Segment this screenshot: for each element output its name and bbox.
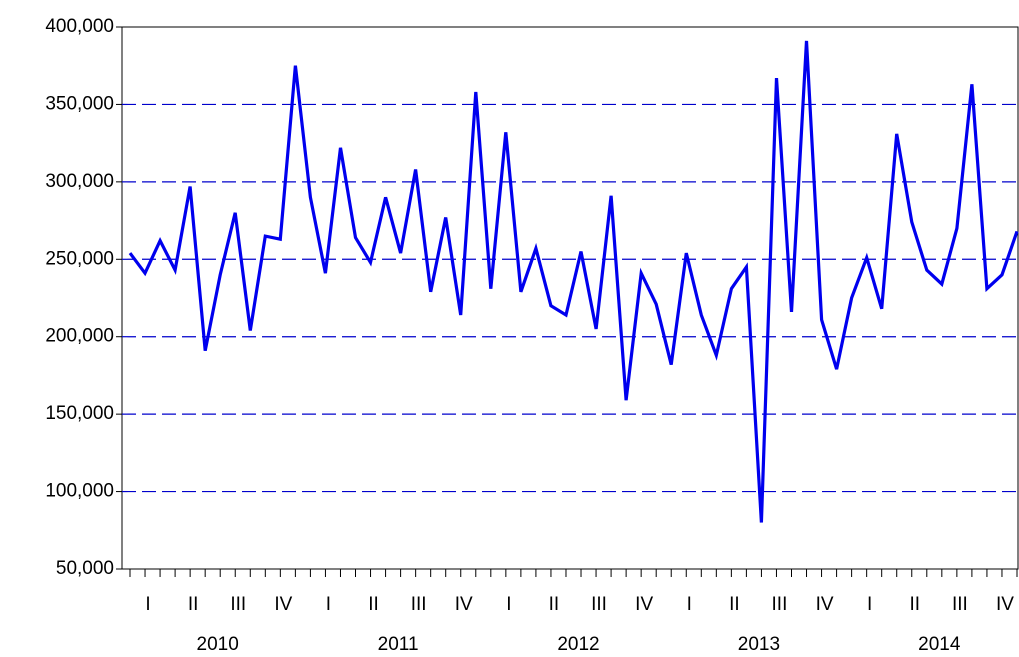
quarter-label: III — [591, 594, 607, 615]
y-tick-label: 400,000 — [45, 16, 114, 37]
year-label: 2013 — [738, 634, 780, 655]
y-tick-label: 50,000 — [56, 558, 114, 579]
data-line — [128, 40, 1019, 523]
quarter-label: IV — [455, 594, 473, 615]
quarter-label: I — [326, 594, 331, 615]
quarter-label: II — [188, 594, 199, 615]
year-label: 2012 — [557, 634, 599, 655]
quarter-label: IV — [274, 594, 292, 615]
quarter-label: I — [687, 594, 692, 615]
year-label: 2014 — [918, 634, 961, 655]
quarter-label: IV — [635, 594, 653, 615]
quarter-label: II — [909, 594, 920, 615]
year-label: 2010 — [197, 634, 239, 655]
quarter-label: IV — [816, 594, 834, 615]
y-tick-label: 300,000 — [45, 171, 114, 192]
quarter-label: IV — [996, 594, 1014, 615]
quarter-label: I — [867, 594, 872, 615]
quarter-label: III — [230, 594, 246, 615]
y-tick-label: 200,000 — [45, 326, 114, 347]
quarter-label: II — [549, 594, 560, 615]
quarter-label: I — [145, 594, 150, 615]
quarter-label: III — [411, 594, 427, 615]
quarter-label: II — [368, 594, 379, 615]
year-label: 2011 — [378, 634, 419, 655]
plot-frame — [121, 26, 1019, 570]
quarter-label: I — [506, 594, 511, 615]
y-tick-label: 150,000 — [45, 403, 114, 424]
quarter-label: II — [729, 594, 740, 615]
y-tick-label: 250,000 — [45, 248, 114, 269]
y-tick-label: 350,000 — [45, 93, 114, 114]
quarter-label: III — [772, 594, 788, 615]
y-tick-label: 100,000 — [45, 481, 114, 502]
quarter-label: III — [952, 594, 968, 615]
